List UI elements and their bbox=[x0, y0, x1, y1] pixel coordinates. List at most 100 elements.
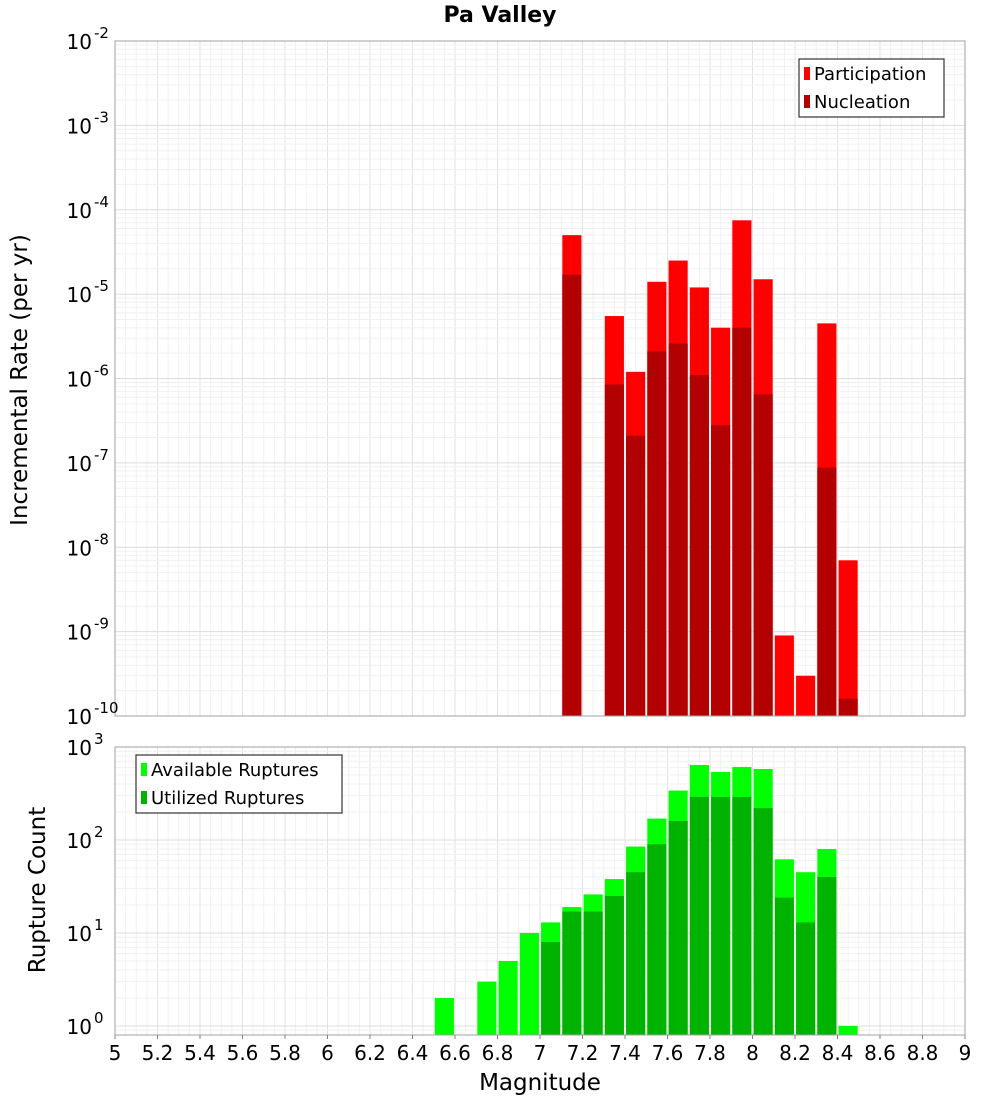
bottom-bar-utilized-ruptures bbox=[668, 821, 688, 1035]
bottom-bar-available-ruptures bbox=[434, 997, 454, 1035]
top-bar-nucleation bbox=[711, 425, 731, 716]
top-bar-nucleation bbox=[668, 343, 688, 716]
top-y-tick-label: 10 bbox=[67, 283, 92, 307]
bottom-bar-utilized-ruptures bbox=[732, 796, 752, 1035]
bottom-y-tick-label: 10 bbox=[67, 829, 92, 853]
x-tick-label: 7.4 bbox=[609, 1041, 641, 1065]
top-legend-box bbox=[798, 58, 945, 118]
bottom-bar-available-ruptures bbox=[498, 960, 518, 1035]
bottom-bar-available-ruptures bbox=[477, 981, 497, 1035]
bottom-legend-label: Available Ruptures bbox=[151, 760, 319, 781]
top-bar-nucleation bbox=[838, 698, 858, 716]
x-tick-label: 5.8 bbox=[269, 1041, 301, 1065]
top-y-tick-label: 10 bbox=[67, 30, 92, 54]
x-tick-label: 8 bbox=[746, 1041, 759, 1065]
bottom-bar-utilized-ruptures bbox=[562, 911, 582, 1035]
x-tick-label: 7.8 bbox=[694, 1041, 726, 1065]
bottom-y-tick-exponent: 3 bbox=[94, 730, 104, 748]
top-y-tick-label: 10 bbox=[67, 452, 92, 476]
x-tick-label: 7.6 bbox=[652, 1041, 684, 1065]
top-y-tick-exponent: -2 bbox=[94, 24, 109, 42]
bottom-bar-utilized-ruptures bbox=[796, 922, 816, 1035]
top-legend-label: Nucleation bbox=[814, 92, 910, 113]
top-legend-label: Participation bbox=[814, 64, 926, 85]
bottom-y-tick-exponent: 2 bbox=[94, 823, 104, 841]
bottom-legend: Available Ruptures Utilized Ruptures bbox=[135, 754, 343, 814]
x-tick-label: 5.4 bbox=[184, 1041, 216, 1065]
top-legend-swatch bbox=[804, 67, 810, 80]
top-y-tick-label: 10 bbox=[67, 621, 92, 645]
top-bar-participation bbox=[838, 560, 858, 716]
top-bar-nucleation bbox=[604, 384, 624, 716]
bottom-bar-available-ruptures bbox=[838, 1025, 858, 1035]
top-bar-nucleation bbox=[817, 467, 837, 716]
top-y-tick-exponent: -9 bbox=[94, 615, 109, 633]
bottom-y-axis-title: Rupture Count bbox=[25, 807, 51, 973]
top-bar-participation bbox=[774, 635, 794, 716]
top-legend: Participation Nucleation bbox=[798, 58, 945, 118]
x-tick-label: 8.8 bbox=[907, 1041, 939, 1065]
bottom-bar-utilized-ruptures bbox=[541, 942, 561, 1035]
bottom-bar-available-ruptures bbox=[519, 932, 539, 1035]
top-y-tick-label: 10 bbox=[67, 705, 92, 729]
top-y-tick-exponent: -5 bbox=[94, 277, 109, 295]
top-bar-nucleation bbox=[689, 375, 709, 716]
top-y-tick-exponent: -4 bbox=[94, 193, 109, 211]
x-tick-label: 6.6 bbox=[439, 1041, 471, 1065]
x-tick-label: 7.2 bbox=[567, 1041, 599, 1065]
bottom-bar-utilized-ruptures bbox=[817, 877, 837, 1035]
bottom-legend-label: Utilized Ruptures bbox=[151, 788, 304, 809]
bottom-bar-utilized-ruptures bbox=[604, 895, 624, 1035]
top-y-tick-label: 10 bbox=[67, 199, 92, 223]
bottom-bar-utilized-ruptures bbox=[583, 911, 603, 1035]
x-tick-label: 8.6 bbox=[864, 1041, 896, 1065]
x-tick-label: 6.2 bbox=[354, 1041, 386, 1065]
x-tick-label: 8.2 bbox=[779, 1041, 811, 1065]
x-tick-label: 6.4 bbox=[397, 1041, 429, 1065]
bottom-y-tick-exponent: 1 bbox=[94, 916, 104, 934]
bottom-y-tick-label: 10 bbox=[67, 736, 92, 760]
top-y-tick-exponent: -10 bbox=[94, 699, 119, 717]
top-legend-swatch bbox=[804, 95, 810, 108]
top-y-tick-exponent: -7 bbox=[94, 446, 109, 464]
top-y-tick-exponent: -6 bbox=[94, 362, 109, 380]
bottom-bar-utilized-ruptures bbox=[753, 808, 773, 1035]
x-tick-label: 6.8 bbox=[482, 1041, 514, 1065]
bottom-legend-box bbox=[135, 754, 343, 814]
bottom-bar-utilized-ruptures bbox=[626, 872, 646, 1035]
bottom-bar-utilized-ruptures bbox=[774, 897, 794, 1035]
top-bar-nucleation bbox=[753, 394, 773, 716]
bottom-panel: 10 010 110 210 35 5.2 5.4 5.6 5.8 6 6.2 6.4 6.6 6.8 7 7… bbox=[67, 730, 972, 1065]
bottom-y-tick-label: 10 bbox=[67, 922, 92, 946]
top-bar-participation bbox=[796, 675, 816, 716]
x-tick-label: 5 bbox=[109, 1041, 122, 1065]
top-plot-frame bbox=[114, 40, 966, 717]
bottom-y-tick-label: 10 bbox=[67, 1015, 92, 1039]
top-y-tick-exponent: -8 bbox=[94, 530, 109, 548]
x-tick-label: 5.2 bbox=[142, 1041, 174, 1065]
top-y-tick-label: 10 bbox=[67, 536, 92, 560]
top-y-tick-label: 10 bbox=[67, 114, 92, 138]
bottom-bar-utilized-ruptures bbox=[647, 844, 667, 1035]
x-tick-label: 7 bbox=[534, 1041, 547, 1065]
x-tick-label: 9 bbox=[959, 1041, 972, 1065]
x-tick-label: 5.6 bbox=[227, 1041, 259, 1065]
chart-title: Pa Valley bbox=[443, 3, 556, 28]
top-bar-nucleation bbox=[626, 435, 646, 716]
bottom-y-tick-exponent: 0 bbox=[94, 1009, 104, 1027]
top-bar-nucleation bbox=[732, 327, 752, 716]
top-bar-nucleation bbox=[562, 274, 582, 716]
top-bar-nucleation bbox=[647, 351, 667, 716]
x-tick-label: 8.4 bbox=[822, 1041, 854, 1065]
bottom-bar-utilized-ruptures bbox=[689, 796, 709, 1035]
x-axis-title: Magnitude bbox=[479, 1070, 601, 1096]
top-y-tick-exponent: -3 bbox=[94, 108, 109, 126]
top-y-tick-label: 10 bbox=[67, 368, 92, 392]
top-y-axis-title: Incremental Rate (per yr) bbox=[7, 234, 33, 526]
bottom-bar-utilized-ruptures bbox=[711, 796, 731, 1035]
bottom-legend-swatch bbox=[141, 763, 147, 776]
x-tick-label: 6 bbox=[321, 1041, 334, 1065]
